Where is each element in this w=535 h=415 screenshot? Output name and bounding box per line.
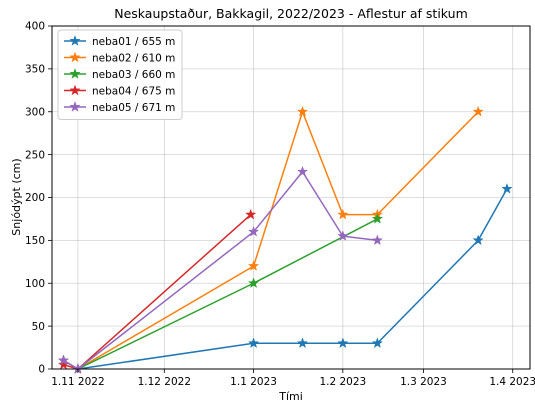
legend-box (57, 29, 183, 120)
series-4 (57, 208, 257, 374)
data-point-star (296, 337, 309, 349)
data-point-star (247, 225, 260, 237)
legend-label: neba05 / 671 m (92, 102, 175, 114)
y-tick-label: 400 (25, 21, 45, 33)
legend: neba01 / 655 m neba02 / 610 m neba03 / 660… (57, 29, 183, 120)
y-tick-label: 100 (25, 278, 45, 290)
chart-title: Neskaupstaður, Bakkagil, 2022/2023 - Afl… (114, 6, 468, 21)
x-tick-label: 1.1 2023 (230, 376, 277, 388)
data-point-star (247, 277, 260, 289)
x-tick-label: 1.12 2022 (138, 376, 191, 388)
x-tick-label: 1.2 2023 (319, 376, 366, 388)
y-tick-label: 300 (25, 106, 45, 118)
data-point-star (337, 337, 349, 349)
data-point-star (472, 234, 484, 246)
x-tick-label: 1.4 2023 (489, 376, 535, 388)
legend-label: neba03 / 660 m (92, 69, 175, 81)
legend-star (69, 51, 81, 63)
series-line (63, 188, 508, 370)
y-axis-label: Snjódýpt (cm) (10, 158, 23, 235)
data-point-star (371, 212, 384, 224)
series-5 (57, 165, 384, 374)
data-point-star (296, 165, 309, 177)
legend-label: neba04 / 675 m (92, 85, 175, 97)
series-3 (72, 212, 384, 374)
legend-label: neba01 / 655 m (92, 36, 175, 48)
axis-ticks: 0 50 100 150 200 250 300 350 400 1.11 2022 1.12 20… (25, 21, 535, 388)
legend-item: neba04 / 675 m (64, 84, 175, 97)
y-tick-label: 200 (25, 192, 45, 204)
y-tick-label: 150 (25, 235, 45, 247)
data-point-star (371, 234, 384, 246)
series-line (63, 214, 252, 370)
data-point-star (245, 208, 257, 220)
y-tick-label: 350 (25, 64, 45, 76)
x-axis-label: Tími (278, 390, 303, 403)
data-point-star (247, 337, 260, 349)
series-layer (57, 105, 513, 374)
legend-label: neba02 / 610 m (92, 52, 175, 64)
data-point-star (337, 230, 349, 241)
data-point-star (337, 208, 349, 220)
x-tick-label: 1.3 2023 (400, 376, 447, 388)
legend-item: neba01 / 655 m (64, 35, 175, 48)
legend-star (69, 101, 81, 112)
data-point-star (371, 337, 384, 349)
legend-star (69, 35, 81, 46)
data-point-star (501, 182, 513, 194)
data-point-star (472, 105, 484, 117)
y-tick-label: 250 (25, 149, 45, 161)
legend-item: neba03 / 660 m (64, 68, 175, 81)
x-tick-label: 1.11 2022 (51, 376, 104, 388)
data-point-star (57, 354, 70, 366)
legend-item: neba05 / 671 m (64, 101, 175, 114)
legend-star (69, 84, 81, 96)
data-point-star (296, 105, 309, 117)
data-point-star (247, 260, 260, 271)
series-2 (57, 105, 484, 374)
y-tick-label: 50 (32, 321, 45, 333)
legend-star (69, 68, 81, 79)
y-tick-label: 0 (38, 364, 45, 376)
legend-item: neba02 / 610 m (64, 51, 175, 64)
